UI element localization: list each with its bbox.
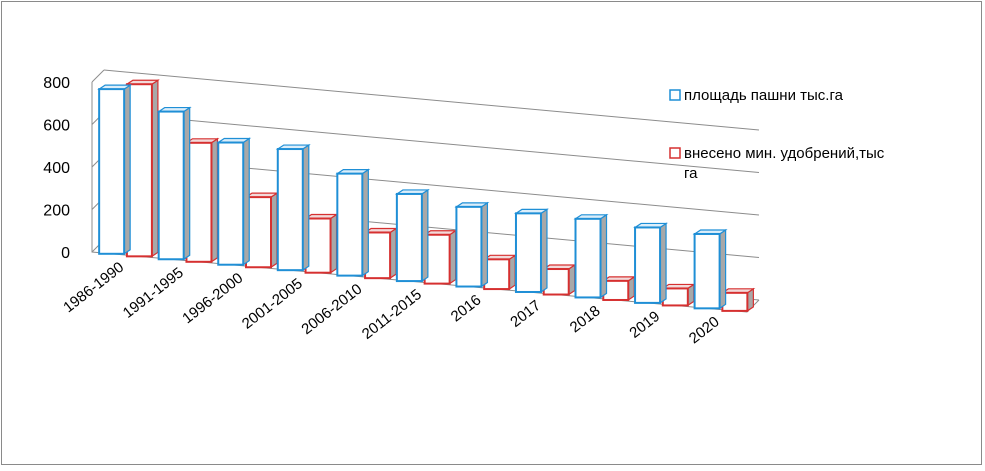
bar-arable-area <box>275 143 311 272</box>
legend-item-arable-area: площадь пашни тыс.га <box>669 87 844 104</box>
y-tick-label: 600 <box>43 118 70 135</box>
gridline <box>103 69 760 131</box>
bar-arable-area <box>692 228 728 310</box>
bar-fertilizer-front <box>185 141 213 263</box>
bar-arable-area <box>633 222 669 305</box>
bar-fertilizer <box>244 192 279 269</box>
x-tick-label: 1991-1995 <box>120 264 187 322</box>
bar-arable-area-front <box>574 217 602 299</box>
bar-arable-area <box>573 213 609 299</box>
gridline-side <box>91 69 105 83</box>
legend-label-line: га <box>684 165 698 182</box>
legend-swatch <box>669 89 681 101</box>
bar-arable-area <box>394 188 430 283</box>
legend-label: площадь пашни тыс.га <box>684 87 844 104</box>
x-tick-label: 2011-2015 <box>359 286 425 343</box>
bar-fertilizer <box>422 229 458 285</box>
x-tick-label: 2018 <box>567 302 604 336</box>
y-tick-label: 0 <box>61 245 70 262</box>
bar-fertilizer <box>482 254 518 291</box>
bar-fertilizer-front <box>423 233 451 285</box>
bar-fertilizer-front <box>364 231 392 280</box>
legend-label-line: площадь пашни тыс.га <box>684 87 844 104</box>
legend-label: внесено мин. удобрений,тыс га <box>684 145 885 182</box>
bar-arable-area <box>97 83 133 255</box>
bar-fertilizer <box>720 287 756 313</box>
bar-arable-area-front <box>514 212 542 293</box>
y-axis: 0 200 400 600 800 <box>43 75 70 262</box>
gridline <box>103 112 760 173</box>
x-tick-label: 2006-2010 <box>298 281 365 339</box>
bar-arable-area <box>454 201 490 288</box>
x-tick-label: 2020 <box>686 313 723 347</box>
bar-fertilizer <box>541 263 577 296</box>
legend-swatch <box>669 147 681 159</box>
bar-arable-area-front <box>98 88 126 255</box>
y-tick-label: 400 <box>43 160 70 177</box>
x-tick-label: 2019 <box>626 308 663 342</box>
bar-arable-area-front <box>395 192 423 283</box>
bar-arable-area-front <box>276 148 304 272</box>
bars <box>97 79 756 313</box>
bar-arable-area <box>513 208 549 294</box>
bar-arable-area <box>156 106 192 261</box>
bar-fertilizer <box>303 213 339 274</box>
bar-arable-area-front <box>634 226 662 304</box>
bar-arable-area <box>216 137 252 266</box>
bar-arable-area-front <box>217 141 245 266</box>
x-tick-label: 2001-2005 <box>239 275 306 333</box>
bar-arable-area-front <box>157 110 185 261</box>
x-tick-label: 1996-2000 <box>179 270 246 328</box>
legend-label-line: внесено мин. удобрений,тыс <box>684 145 885 162</box>
bar-fertilizer-front <box>304 217 332 274</box>
bar-fertilizer <box>601 275 637 302</box>
y-tick-label: 800 <box>43 75 70 92</box>
x-tick-label: 2016 <box>448 291 485 325</box>
bar-arable-area-front <box>455 205 483 288</box>
x-tick-label: 2017 <box>507 297 544 331</box>
bar-fertilizer-front <box>125 83 153 258</box>
bar-fertilizer <box>660 283 696 307</box>
bar-fertilizer <box>124 79 160 258</box>
legend-item-fertilizer: внесено мин. удобрений,тыс га <box>669 145 885 182</box>
bar-fertilizer <box>363 227 399 280</box>
legend: площадь пашни тыс.га внесено мин. удобрен… <box>669 87 885 182</box>
bar-arable-area-front <box>693 232 721 310</box>
bar-fertilizer <box>184 137 220 263</box>
bar-arable-area-front <box>336 172 364 277</box>
y-tick-label: 200 <box>43 203 70 220</box>
x-tick-label: 1986-1990 <box>60 259 127 317</box>
bar-fertilizer-front <box>542 268 570 296</box>
bar-arable-area <box>335 168 371 277</box>
